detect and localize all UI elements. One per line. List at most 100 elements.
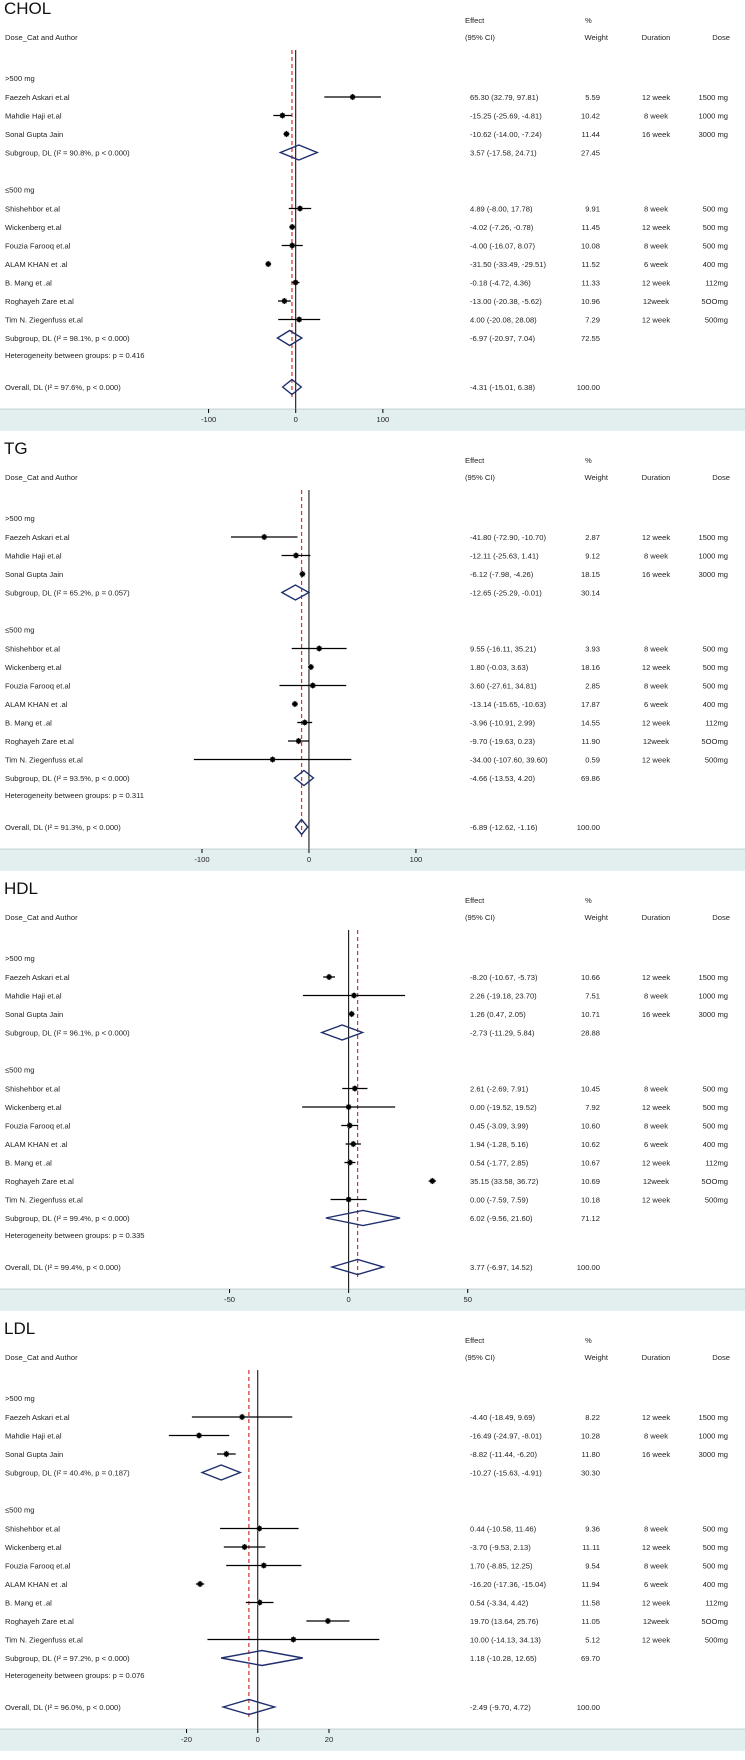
study-author: Faezeh Askari et.al <box>5 973 70 982</box>
overall-weight: 100.00 <box>577 1263 600 1272</box>
study-effect-ci: -4.40 (-18.49, 9.69) <box>470 1413 535 1422</box>
study-effect-ci: 10.00 (-14.13, 34.13) <box>470 1636 541 1645</box>
study-author: Shishehbor et.al <box>5 645 60 654</box>
panel-title: HDL <box>4 879 38 898</box>
study-effect-ci: -34.00 (-107.60, 39.60) <box>470 756 548 765</box>
study-author: Wickenberg et.al <box>5 1103 62 1112</box>
subgroup-effect-ci: -12.65 (-25.29, -0.01) <box>470 589 542 598</box>
study-dose: 400 mg <box>703 1580 728 1589</box>
subgroup-weight: 69.86 <box>581 774 600 783</box>
study-weight: 0.59 <box>585 756 600 765</box>
group-label: >500 mg <box>5 954 35 963</box>
subgroup-weight: 27.45 <box>581 149 600 158</box>
overall-diamond <box>294 818 309 836</box>
study-effect-ci: 4.00 (-20.08, 28.08) <box>470 316 537 325</box>
x-tick-label: 0 <box>307 855 311 864</box>
study-dose: 5OOmg <box>701 1617 728 1626</box>
study-author: Mahdie Haji et.al <box>5 112 62 121</box>
study-dose: 1000 mg <box>698 112 728 121</box>
header-ci: (95% CI) <box>465 1353 495 1362</box>
study-dose: 1000 mg <box>698 992 728 1001</box>
study-point-estimate <box>325 973 333 981</box>
header-dose: Dose <box>712 1353 730 1362</box>
study-dose: 1500 mg <box>698 533 728 542</box>
study-duration: 8 week <box>644 552 668 561</box>
study-effect-ci: -8.20 (-10.67, -5.73) <box>470 973 538 982</box>
subgroup-diamond <box>200 1464 243 1481</box>
study-dose: 500 mg <box>703 1543 728 1552</box>
header-duration: Duration <box>642 33 671 42</box>
study-duration: 12 week <box>642 1636 670 1645</box>
subgroup-weight: 28.88 <box>581 1029 600 1038</box>
study-weight: 10.08 <box>581 242 600 251</box>
study-effect-ci: -4.00 (-16.07, 8.07) <box>470 242 535 251</box>
study-duration: 8 week <box>644 1562 668 1571</box>
study-weight: 11.80 <box>582 1450 600 1459</box>
overall-effect-ci: 3.77 (-6.97, 14.52) <box>470 1263 533 1272</box>
study-author: Mahdie Haji et.al <box>5 552 62 561</box>
axis-band <box>0 1729 745 1751</box>
subgroup-effect-ci: -4.66 (-13.53, 4.20) <box>470 774 535 783</box>
header-duration: Duration <box>642 473 671 482</box>
study-point-estimate <box>196 1580 204 1588</box>
study-duration: 12 week <box>642 1103 670 1112</box>
study-dose: 3000 mg <box>698 570 728 579</box>
study-author: Roghayeh Zare et.al <box>5 737 74 746</box>
study-dose: 400 mg <box>703 700 728 709</box>
study-weight: 2.85 <box>585 682 600 691</box>
study-duration: 12 week <box>642 279 670 288</box>
subgroup-diamond <box>319 1024 365 1041</box>
axis-band <box>0 849 745 871</box>
study-duration: 16 week <box>642 1010 670 1019</box>
study-author: Sonal Gupta Jain <box>5 1450 63 1459</box>
panel-title: TG <box>4 439 28 458</box>
header-weight: Weight <box>585 1353 609 1362</box>
study-point-estimate <box>346 1122 353 1129</box>
study-weight: 10.28 <box>581 1432 600 1441</box>
study-point-estimate <box>283 130 290 138</box>
study-point-estimate <box>350 1140 357 1148</box>
study-weight: 3.93 <box>585 645 600 654</box>
study-effect-ci: 35.15 (33.58, 36.72) <box>470 1177 539 1186</box>
study-author: Sonal Gupta Jain <box>5 1010 63 1019</box>
study-point-estimate <box>256 1525 263 1532</box>
study-point-estimate <box>269 756 276 763</box>
group-label: >500 mg <box>5 514 35 523</box>
study-weight: 11.11 <box>582 1543 600 1552</box>
study-duration: 6 week <box>644 700 668 709</box>
heterogeneity-text: Heterogeneity between groups: p = 0.076 <box>5 1671 145 1680</box>
header-percent: % <box>585 16 592 25</box>
subgroup-weight: 69.70 <box>581 1654 600 1663</box>
header-effect: Effect <box>465 896 485 905</box>
study-weight: 17.87 <box>581 700 600 709</box>
study-effect-ci: -6.12 (-7.98, -4.26) <box>470 570 534 579</box>
study-duration: 12 week <box>642 1599 670 1608</box>
study-effect-ci: -15.25 (-25.69, -4.81) <box>470 112 542 121</box>
study-duration: 8 week <box>644 112 668 121</box>
study-effect-ci: -3.96 (-10.91, 2.99) <box>470 719 535 728</box>
study-duration: 8 week <box>644 645 668 654</box>
study-effect-ci: 0.45 (-3.09, 3.99) <box>470 1122 529 1131</box>
subgroup-effect-ci: 1.18 (-10.28, 12.65) <box>470 1654 537 1663</box>
study-duration: 8 week <box>644 992 668 1001</box>
group-label: ≤500 mg <box>5 1066 35 1075</box>
study-dose: 5OOmg <box>701 297 728 306</box>
study-weight: 9.54 <box>585 1562 600 1571</box>
forest-panel-hdl: HDL Effect % Dose_Cat and Author (95% CI) Wei… <box>0 879 745 1311</box>
study-point-estimate <box>348 1010 355 1018</box>
study-dose: 500 mg <box>703 1525 728 1534</box>
study-effect-ci: -13.14 (-15.65, -10.63) <box>470 700 546 709</box>
x-tick-label: 50 <box>464 1295 472 1304</box>
study-author: B. Mang et .al <box>5 1159 52 1168</box>
header-percent: % <box>585 456 592 465</box>
study-effect-ci: -16.20 (-17.36, -15.04) <box>470 1580 546 1589</box>
study-weight: 11.05 <box>582 1617 600 1626</box>
study-weight: 14.55 <box>581 719 600 728</box>
study-author: Roghayeh Zare et.al <box>5 1177 74 1186</box>
study-effect-ci: 4.89 (-8.00, 17.78) <box>470 205 533 214</box>
x-tick-label: -50 <box>224 1295 235 1304</box>
study-effect-ci: 2.26 (-19.18, 23.70) <box>470 992 537 1001</box>
study-effect-ci: -3.70 (-9.53, 2.13) <box>470 1543 531 1552</box>
study-duration: 12week <box>643 297 669 306</box>
study-point-estimate <box>265 260 272 268</box>
